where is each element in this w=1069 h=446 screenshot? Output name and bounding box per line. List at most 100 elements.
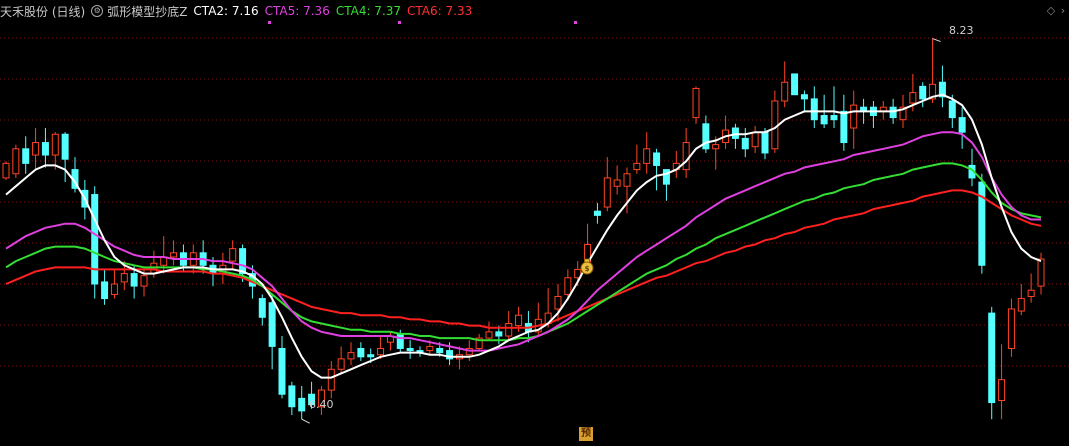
chevron-icon[interactable]: ›: [1060, 4, 1066, 17]
candle-down: [653, 152, 661, 166]
candle-up: [12, 148, 20, 175]
candle-up: [998, 379, 1006, 401]
candle-down: [101, 281, 109, 300]
candle-down: [800, 94, 808, 100]
candle-up: [120, 273, 128, 283]
candle-down: [662, 169, 670, 185]
candle-up: [564, 277, 572, 295]
candle-up: [850, 104, 858, 129]
candle-up: [751, 131, 759, 148]
signal-dot: [398, 21, 401, 24]
cta5-line: [5, 131, 1041, 352]
candle-down: [41, 142, 49, 156]
candle-up: [377, 347, 385, 356]
candle-down: [288, 385, 296, 408]
candle-group: [2, 38, 1045, 420]
candle-up: [899, 106, 907, 121]
candle-down: [91, 194, 99, 285]
candle-up: [692, 87, 700, 119]
candle-down: [702, 123, 710, 150]
low-pointer: [301, 418, 310, 424]
candle-down: [741, 137, 749, 150]
candle-down: [830, 115, 838, 121]
candle-down: [446, 350, 454, 360]
high-pointer: [932, 38, 941, 43]
candle-up: [2, 162, 10, 179]
candle-up: [554, 295, 562, 310]
candle-down: [919, 85, 927, 100]
candle-down: [988, 312, 996, 404]
candle-down: [948, 100, 956, 119]
candle-up: [613, 179, 621, 187]
candle-up: [229, 248, 237, 262]
candle-up: [712, 144, 720, 150]
candle-down: [938, 81, 946, 98]
indicator-lines: [5, 93, 1042, 379]
candle-up: [51, 133, 59, 156]
cta2-value: CTA2: 7.16: [193, 4, 259, 18]
cta6-value: CTA6: 7.33: [407, 4, 473, 18]
candle-down: [367, 354, 375, 358]
cta6-line: [5, 189, 1042, 329]
candle-up: [475, 337, 483, 349]
chart-header: 天禾股份 (日线) ⚙ 弧形模型抄底Z CTA2: 7.16 CTA5: 7.3…: [0, 0, 478, 22]
candle-up: [426, 345, 434, 352]
candle-up: [909, 92, 917, 104]
candle-down: [298, 397, 306, 412]
candle-down: [396, 333, 404, 349]
candle-down: [978, 181, 986, 266]
candle-down: [810, 98, 818, 121]
candle-up: [327, 368, 335, 391]
candle-down: [436, 347, 444, 354]
candle-down: [308, 393, 316, 406]
indicator-name[interactable]: 弧形模型抄底Z: [107, 4, 188, 19]
chart-markers: $: [268, 21, 941, 424]
forecast-badge[interactable]: 预: [579, 427, 593, 441]
money-bag-icon: $: [580, 258, 594, 275]
candle-up: [1017, 298, 1025, 312]
candle-up: [1027, 289, 1035, 297]
candle-up: [347, 352, 355, 360]
candle-down: [840, 110, 848, 144]
candle-down: [820, 115, 828, 125]
cta5-value: CTA5: 7.36: [264, 4, 330, 18]
candle-up: [140, 275, 148, 287]
candle-up: [110, 283, 118, 295]
candle-down: [258, 298, 266, 318]
candle-up: [682, 142, 690, 171]
candle-down: [61, 133, 69, 160]
candle-up: [1037, 258, 1045, 287]
candle-up: [574, 268, 582, 279]
candle-up: [1007, 308, 1015, 349]
cta2-line: [5, 93, 1042, 379]
settings-icon[interactable]: ⚙: [91, 5, 104, 17]
candle-down: [357, 347, 365, 358]
candle-up: [505, 323, 513, 337]
svg-text:$: $: [585, 265, 590, 273]
cta4-value: CTA4: 7.37: [335, 4, 402, 18]
candle-up: [643, 148, 651, 164]
signal-dot: [574, 21, 577, 24]
candle-up: [929, 83, 937, 100]
candle-down: [278, 347, 286, 395]
candle-up: [337, 358, 345, 370]
signal-dot: [268, 21, 271, 24]
candle-down: [130, 273, 138, 287]
candle-down: [239, 248, 247, 275]
candle-up: [603, 177, 611, 208]
stock-title[interactable]: 天禾股份 (日线): [0, 4, 86, 19]
candle-down: [22, 148, 30, 164]
candle-up: [781, 81, 789, 102]
diamond-icon[interactable]: ◇: [1046, 4, 1056, 17]
candle-up: [633, 162, 641, 171]
candle-up: [623, 173, 631, 187]
candle-down: [495, 331, 503, 337]
high-price-label: 8.23: [949, 24, 974, 37]
candle-up: [170, 252, 178, 258]
cta4-line: [5, 162, 1042, 342]
candle-down: [761, 131, 769, 154]
candle-down: [406, 347, 414, 352]
candle-up: [771, 100, 779, 150]
candle-up: [515, 314, 523, 327]
